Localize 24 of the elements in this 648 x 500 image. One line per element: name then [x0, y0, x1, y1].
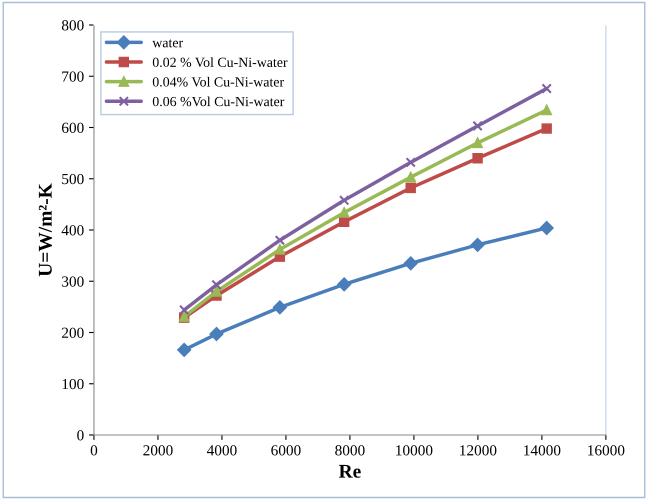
y-tick-label: 700: [62, 71, 84, 82]
y-tick-label: 400: [62, 225, 84, 236]
y-tick-label: 500: [62, 174, 84, 184]
y-tick-label: 200: [62, 328, 84, 338]
x-tick-label: 12000: [460, 445, 496, 456]
x-tick-label: 10000: [396, 445, 432, 456]
x-tick-label: 2000: [143, 445, 173, 456]
legend-label: 0.04% Vol Cu-Ni-water: [152, 76, 284, 87]
legend-label: water: [152, 39, 184, 48]
x-tick-label: 6000: [271, 445, 301, 456]
y-tick-label: 600: [62, 122, 84, 133]
y-tick-label: 800: [62, 20, 84, 30]
x-tick-label: 4000: [206, 445, 237, 456]
x-tick-label: 14000: [524, 445, 560, 456]
legend-label: 0.06 %Vol Cu-Ni-water: [152, 96, 284, 106]
y-tick-label: 100: [62, 378, 84, 390]
y-tick-label: 0: [77, 430, 84, 440]
x-axis-title: Re: [338, 464, 361, 478]
x-tick-label: 16000: [588, 445, 624, 456]
x-tick-label: 0: [90, 445, 98, 456]
y-tick-label: 300: [62, 276, 84, 287]
legend-label: 0.02 % Vol Cu-Ni-water: [152, 57, 288, 68]
x-tick-label: 8000: [335, 445, 365, 456]
y-axis-title: U=W/m²-K: [38, 183, 52, 276]
